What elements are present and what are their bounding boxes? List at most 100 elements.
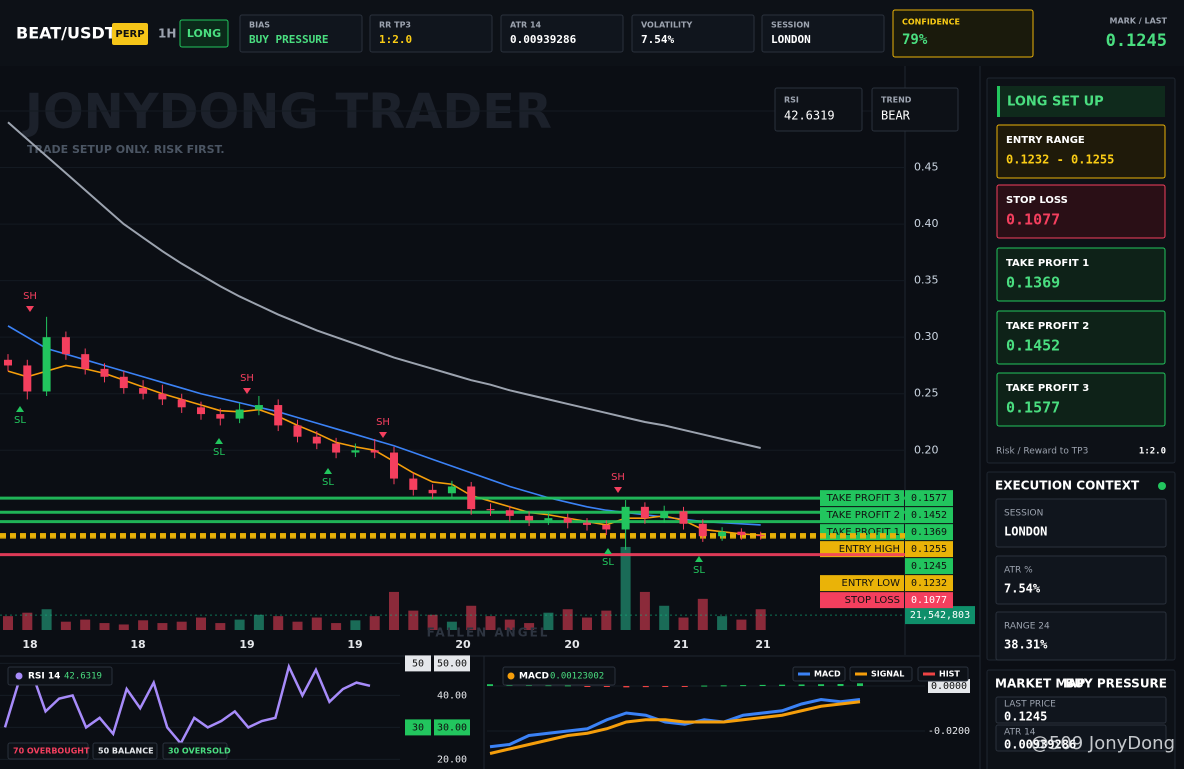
macd-hist-bar <box>545 685 552 687</box>
volume-bar <box>697 598 708 630</box>
setup-card <box>996 184 1166 239</box>
signal-arrow <box>16 406 24 412</box>
candle-body <box>737 531 746 536</box>
volume-bar <box>80 619 91 630</box>
volume-tick-label: 21,542,803 <box>910 610 970 621</box>
market-row-label: ATR 14 <box>1004 728 1036 738</box>
stat-value: 1:2.0 <box>379 33 412 46</box>
candle-body <box>486 509 495 511</box>
badge <box>112 23 148 45</box>
macd-hist-bar <box>779 684 786 687</box>
macd-hist-bar <box>487 684 493 687</box>
moving-average <box>7 121 761 449</box>
symbol: BEAT/USDT <box>16 24 116 43</box>
signal-label: SH <box>611 472 625 483</box>
market-row-value: 0.1245 <box>1004 710 1047 724</box>
level-name: TAKE PROFIT 1 <box>826 527 900 538</box>
level-name: STOP LOSS <box>845 595 900 606</box>
volume-bar <box>215 623 226 630</box>
level-name-box <box>820 490 904 507</box>
rsi-level-tag <box>405 655 431 672</box>
volume-bar <box>253 614 264 630</box>
stat-label: RR TP3 <box>379 21 411 30</box>
x-tick-label: 20 <box>455 638 471 651</box>
signal-label: SL <box>693 565 705 576</box>
level-value: 0.1232 <box>911 578 947 589</box>
rsi-legend-box <box>92 742 158 760</box>
level-name: ENTRY LOW <box>842 578 901 589</box>
stat-value: LONDON <box>771 33 811 46</box>
rr-label: Risk / Reward to TP3 <box>996 447 1088 457</box>
rsi-value: 42.6319 <box>64 672 102 682</box>
candle-body <box>158 393 167 400</box>
rsi-legend: 70 OVERBOUGHT <box>13 747 90 756</box>
candle-body <box>177 399 186 408</box>
context-card-label: RANGE 24 <box>1004 622 1050 632</box>
moving-average <box>7 364 761 536</box>
candle-body <box>698 523 707 537</box>
candle-body <box>447 486 456 494</box>
mark-price: 0.1245 <box>1106 31 1167 51</box>
volume-tick-box <box>905 606 975 625</box>
volume-bar <box>22 612 33 630</box>
volume-bar <box>292 621 303 630</box>
rsi-title: RSI 14 <box>28 672 60 682</box>
rr-value: 1:2.0 <box>1139 447 1166 457</box>
mark-label: MARK / LAST <box>1109 17 1167 26</box>
volume-bar <box>582 617 592 630</box>
macd-legend: SIGNAL <box>871 670 904 679</box>
y-tick-label: 0.45 <box>914 161 939 174</box>
rsi-level-text: 30 <box>412 722 424 733</box>
macd-hist-bar <box>564 685 571 687</box>
setup-card <box>996 124 1166 179</box>
stat-value: BUY PRESSURE <box>249 33 328 46</box>
volume-bar <box>466 605 477 630</box>
candle-body <box>640 506 649 519</box>
candle-body <box>525 515 534 521</box>
macd-legend-box <box>917 666 969 682</box>
context-card-value: LONDON <box>1004 525 1047 539</box>
volume-bar <box>639 591 650 630</box>
volume-bar <box>311 617 322 630</box>
badge-text: PERP <box>115 29 144 40</box>
credit: @509 JonyDong <box>1031 733 1175 754</box>
stat-label: SESSION <box>771 21 810 30</box>
market-row-label: LAST PRICE <box>1004 700 1056 710</box>
candle-body <box>274 405 283 426</box>
macd-hist-bar <box>681 686 688 688</box>
level-name: ENTRY HIGH <box>839 544 900 555</box>
x-tick-label: 19 <box>239 638 254 651</box>
volume-bar <box>446 621 457 630</box>
level-value: 0.1452 <box>911 510 947 521</box>
context-card-value: 7.54% <box>1004 582 1041 596</box>
setup-title-box <box>997 86 1165 117</box>
volume-bar <box>389 591 399 630</box>
candle-body <box>332 443 341 453</box>
timeframe: 1H <box>158 27 176 41</box>
candle-body <box>312 436 321 444</box>
stat-box <box>500 14 624 53</box>
setup-card-label: TAKE PROFIT 3 <box>1006 383 1089 394</box>
market-state: BUY PRESSURE <box>1065 677 1167 691</box>
y-tick-label: 0.20 <box>914 443 939 456</box>
rsi-tick-box <box>434 719 470 736</box>
info-value: BEAR <box>881 109 911 123</box>
volume-bar <box>524 623 535 630</box>
setup-title-accent <box>997 86 1000 117</box>
volume-bar <box>504 619 515 630</box>
candle-body <box>23 365 32 392</box>
signal-label: SH <box>376 417 390 428</box>
candle-body <box>602 524 611 530</box>
x-tick-label: 21 <box>673 638 688 651</box>
signal-arrow <box>379 432 387 438</box>
volume-bar <box>234 619 245 630</box>
setup-card-label: STOP LOSS <box>1006 195 1068 206</box>
candle-body <box>660 511 669 519</box>
context-card-label: ATR % <box>1004 566 1033 576</box>
macd-dot <box>507 672 515 680</box>
context-card-label: SESSION <box>1004 509 1043 519</box>
macd-hist-bar <box>623 686 630 688</box>
stat-value: 79% <box>902 32 928 48</box>
level-value-box <box>905 507 953 524</box>
